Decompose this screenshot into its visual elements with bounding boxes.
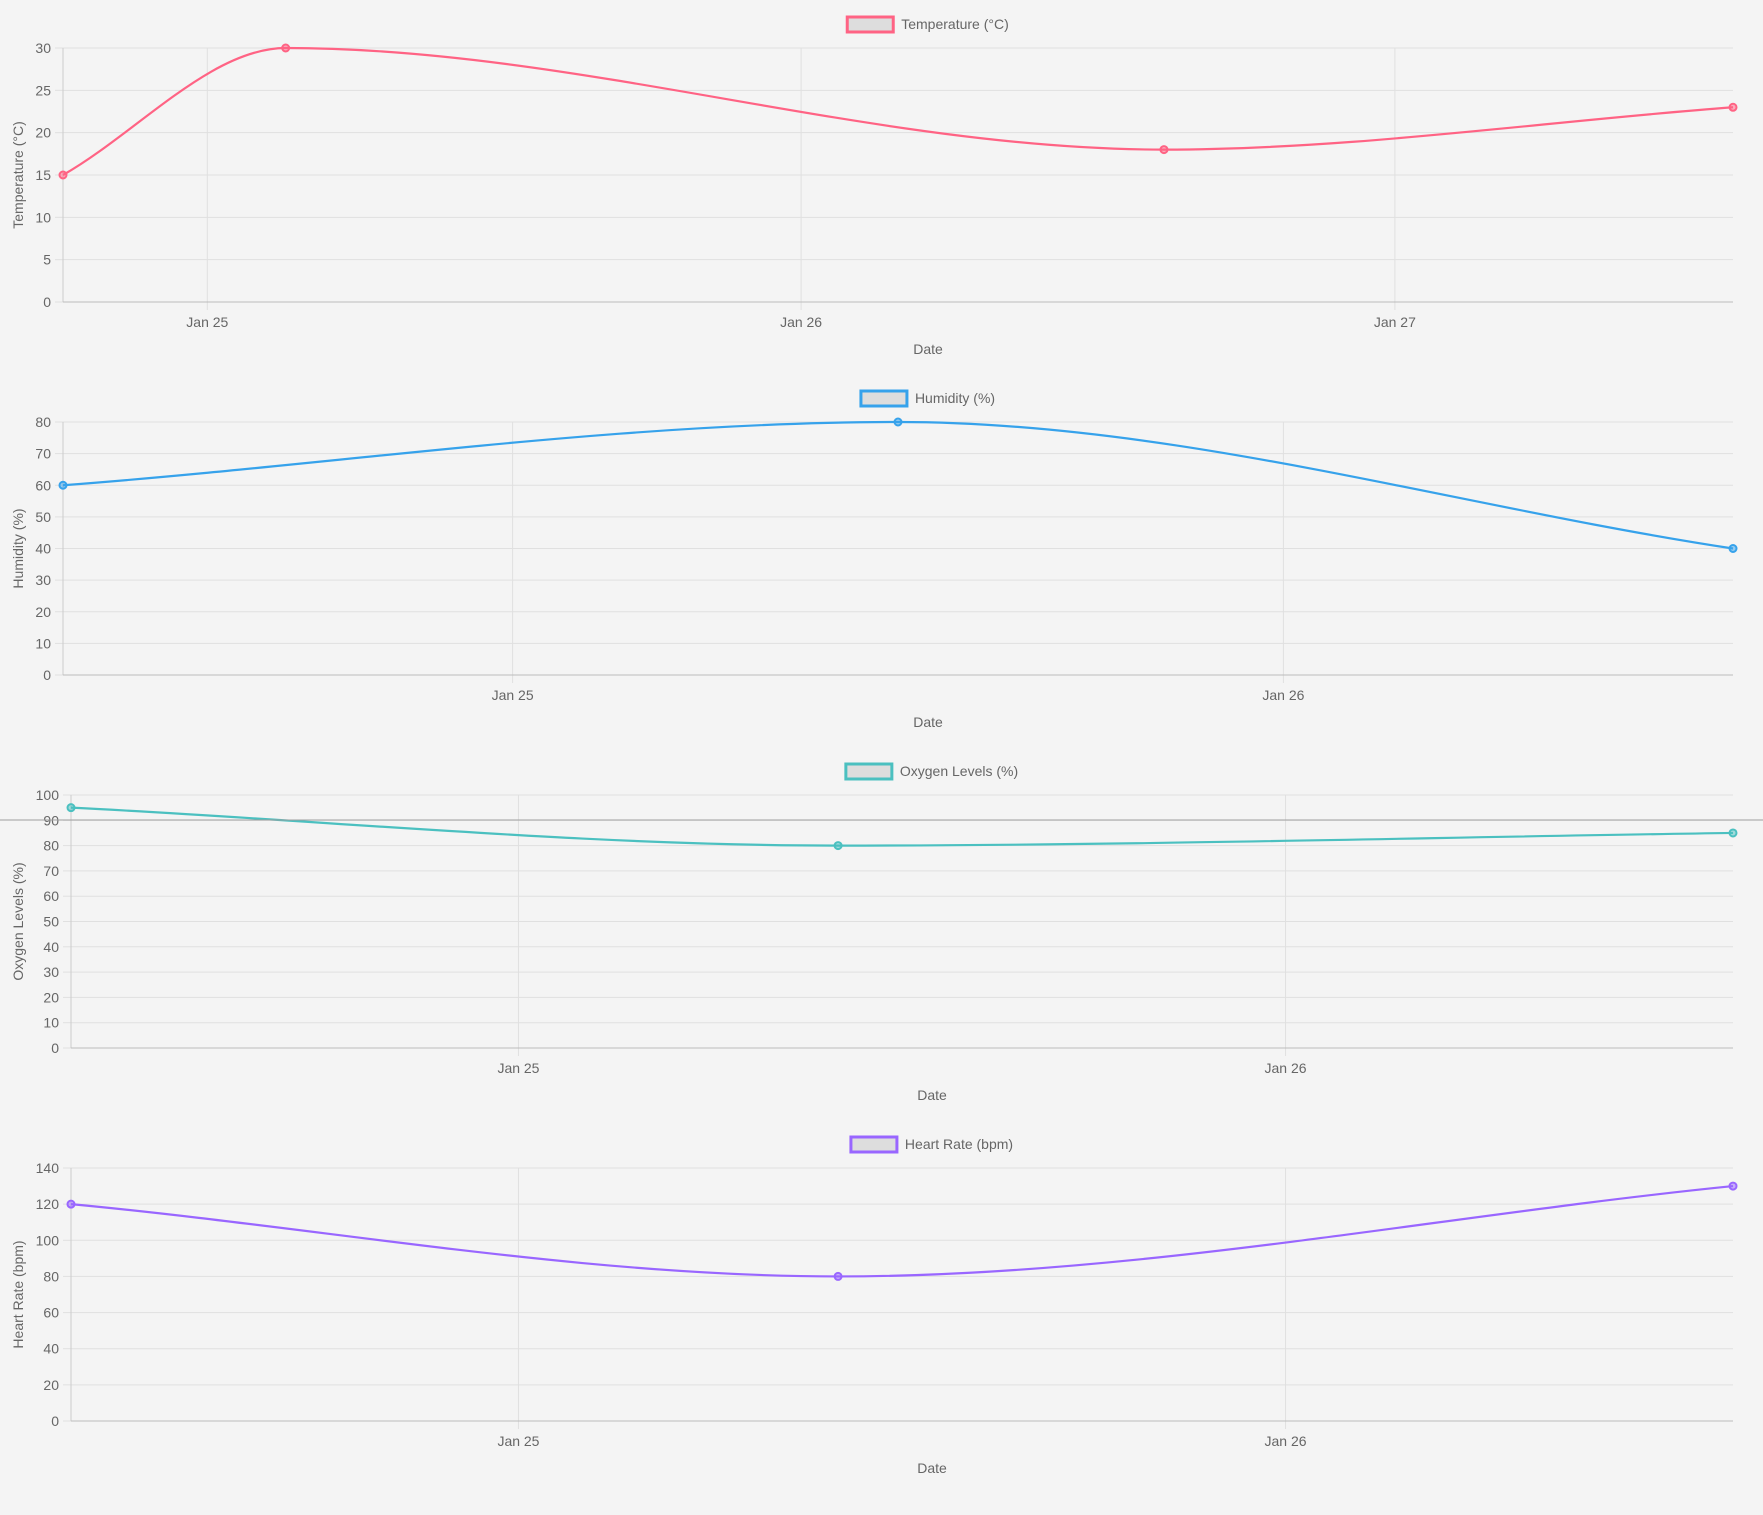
y-tick-label: 50 bbox=[43, 914, 59, 930]
y-tick-label: 10 bbox=[35, 635, 51, 651]
x-tick-label: Jan 27 bbox=[1374, 314, 1416, 330]
legend-item[interactable]: Heart Rate (bpm) bbox=[849, 1135, 1013, 1154]
y-tick-label: 40 bbox=[43, 1341, 59, 1357]
y-tick-label: 70 bbox=[35, 446, 51, 462]
y-tick-label: 120 bbox=[36, 1196, 60, 1212]
legend-item[interactable]: Oxygen Levels (%) bbox=[844, 762, 1018, 781]
data-point[interactable] bbox=[58, 170, 68, 180]
x-axis-title: Date bbox=[913, 341, 943, 357]
y-tick-label: 15 bbox=[35, 167, 51, 183]
data-point[interactable] bbox=[1728, 102, 1738, 112]
series-line bbox=[70, 806, 1734, 847]
x-axis-title: Date bbox=[917, 1087, 947, 1103]
y-tick-label: 0 bbox=[43, 667, 51, 683]
x-tick-label: Jan 26 bbox=[1262, 687, 1304, 703]
y-axis-title: Oxygen Levels (%) bbox=[10, 862, 26, 980]
series-line bbox=[70, 1184, 1734, 1278]
legend-item[interactable]: Temperature (°C) bbox=[845, 15, 1009, 34]
y-tick-label: 30 bbox=[43, 964, 59, 980]
data-point[interactable] bbox=[833, 841, 843, 851]
data-point[interactable] bbox=[1728, 544, 1738, 553]
x-axis-title: Date bbox=[913, 714, 943, 730]
y-tick-label: 40 bbox=[35, 541, 51, 557]
chart-panel-2: 0 10 20 30 40 50 60 70 80 Jan 25 Jan 26 Date Humidit… bbox=[10, 389, 1738, 730]
data-point[interactable] bbox=[1728, 1181, 1738, 1191]
data-point[interactable] bbox=[833, 1271, 843, 1281]
y-tick-label: 140 bbox=[36, 1160, 60, 1176]
y-axis-title: Heart Rate (bpm) bbox=[10, 1240, 26, 1348]
y-tick-label: 80 bbox=[43, 838, 59, 854]
legend-item[interactable]: Humidity (%) bbox=[859, 389, 995, 408]
legend-swatch bbox=[849, 1135, 899, 1154]
x-tick-label: Jan 26 bbox=[780, 314, 822, 330]
x-tick-label: Jan 25 bbox=[497, 1433, 539, 1449]
y-tick-label: 0 bbox=[51, 1040, 59, 1056]
y-tick-label: 70 bbox=[43, 863, 59, 879]
legend-label: Temperature (°C) bbox=[901, 16, 1009, 32]
data-point[interactable] bbox=[66, 1199, 76, 1209]
legend-swatch bbox=[844, 762, 894, 781]
legend-swatch bbox=[845, 15, 895, 34]
y-tick-label: 20 bbox=[35, 604, 51, 620]
y-tick-label: 40 bbox=[43, 939, 59, 955]
y-tick-label: 10 bbox=[35, 209, 51, 225]
chart-panel-4: 0 20 40 60 80 100 120 140 Jan 25 Jan 26 Date Heart … bbox=[10, 1135, 1738, 1476]
chart-panel-1: 0 5 10 15 20 25 30 Jan 25 Jan 26 Jan 27 Date Temper… bbox=[10, 15, 1738, 357]
y-tick-label: 60 bbox=[35, 477, 51, 493]
x-axis-title: Date bbox=[917, 1460, 947, 1476]
y-tick-label: 0 bbox=[43, 294, 51, 310]
series-line bbox=[62, 46, 1734, 176]
data-point[interactable] bbox=[1728, 828, 1738, 838]
y-axis-title: Humidity (%) bbox=[10, 508, 26, 588]
x-tick-label: Jan 25 bbox=[186, 314, 228, 330]
data-point[interactable] bbox=[281, 43, 291, 53]
y-tick-label: 20 bbox=[43, 1377, 59, 1393]
y-tick-label: 100 bbox=[36, 1232, 60, 1248]
data-point[interactable] bbox=[66, 803, 76, 813]
y-tick-label: 80 bbox=[35, 414, 51, 430]
x-tick-label: Jan 25 bbox=[497, 1060, 539, 1076]
data-point[interactable] bbox=[1159, 145, 1169, 155]
data-point[interactable] bbox=[58, 480, 68, 490]
legend-label: Humidity (%) bbox=[915, 390, 995, 406]
y-tick-label: 20 bbox=[35, 125, 51, 141]
y-tick-label: 100 bbox=[36, 787, 60, 803]
y-tick-label: 25 bbox=[35, 82, 51, 98]
legend-label: Heart Rate (bpm) bbox=[905, 1136, 1013, 1152]
y-tick-label: 60 bbox=[43, 888, 59, 904]
y-tick-label: 50 bbox=[35, 509, 51, 525]
y-tick-label: 10 bbox=[43, 1015, 59, 1031]
x-tick-label: Jan 26 bbox=[1265, 1433, 1307, 1449]
x-tick-label: Jan 26 bbox=[1265, 1060, 1307, 1076]
legend-label: Oxygen Levels (%) bbox=[900, 763, 1018, 779]
y-tick-label: 60 bbox=[43, 1305, 59, 1321]
y-tick-label: 30 bbox=[35, 40, 51, 56]
y-axis-title: Temperature (°C) bbox=[10, 121, 26, 229]
y-tick-label: 5 bbox=[43, 252, 51, 268]
legend-swatch bbox=[859, 389, 909, 408]
y-tick-label: 30 bbox=[35, 572, 51, 588]
y-tick-label: 0 bbox=[51, 1413, 59, 1429]
y-tick-label: 80 bbox=[43, 1268, 59, 1284]
data-point[interactable] bbox=[893, 417, 903, 427]
x-tick-label: Jan 25 bbox=[492, 687, 534, 703]
y-tick-label: 20 bbox=[43, 989, 59, 1005]
